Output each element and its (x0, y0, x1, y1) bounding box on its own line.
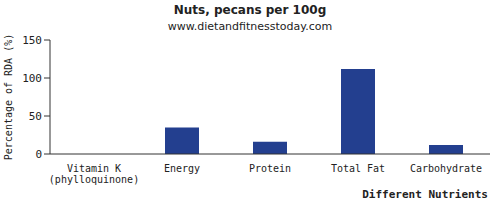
svg-text:Protein: Protein (249, 163, 291, 174)
svg-text:Total Fat: Total Fat (331, 163, 385, 174)
svg-text:100: 100 (22, 72, 42, 85)
html-text:Nuts, pecans per 100g: Nuts, pecans per 100g (173, 3, 327, 17)
svg-text:0: 0 (35, 148, 42, 161)
svg-text:Energy: Energy (164, 163, 200, 174)
svg-text:Different Nutrients: Different Nutrients (362, 188, 488, 200)
svg-text:150: 150 (22, 34, 42, 47)
svg-text:50: 50 (29, 110, 42, 123)
svg-text:Vitamin K(phylloquinone): Vitamin K(phylloquinone) (49, 163, 139, 185)
html-text:www.dietandfitnesstoday.com: www.dietandfitnesstoday.com (167, 20, 333, 33)
svg-text:Percentage of RDA (%): Percentage of RDA (%) (8, 34, 14, 160)
svg-text:Carbohydrate: Carbohydrate (410, 163, 482, 174)
